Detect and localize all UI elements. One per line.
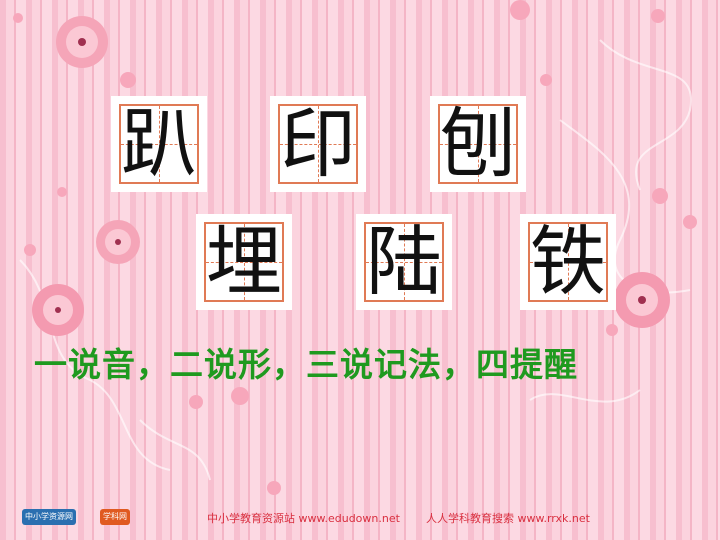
footer-link-rrxk[interactable]: 人人学科教育搜索 www.rrxk.net [426,512,590,525]
flower-top-left-icon [56,16,108,68]
tianzige-grid [204,222,284,302]
character-text: 埋 [206,217,282,306]
character-text: 陆 [366,217,442,306]
character-card-5: 陆 [356,214,452,310]
tianzige-grid [364,222,444,302]
tianzige-grid [278,104,358,184]
character-card-4: 埋 [196,214,292,310]
tianzige-grid [528,222,608,302]
character-card-2: 印 [270,96,366,192]
xuekewang-logo[interactable]: 学科网 [100,509,130,525]
character-card-6: 铁 [520,214,616,310]
character-text: 趴 [121,99,197,188]
tianzige-grid [438,104,518,184]
character-card-1: 趴 [111,96,207,192]
flower-right-icon [614,272,670,328]
edudown-logo[interactable]: 中小学资源网 [22,509,76,525]
character-text: 印 [280,99,356,188]
character-text: 铁 [530,217,606,306]
character-text: 刨 [440,99,516,188]
lesson-instructions: 一说音，二说形，三说记法，四提醒 [34,345,578,384]
character-card-3: 刨 [430,96,526,192]
flower-left-lower-icon [32,284,84,336]
tianzige-grid [119,104,199,184]
flower-left-icon [96,220,140,264]
footer-link-edudown[interactable]: 中小学教育资源站 www.edudown.net [207,512,400,525]
